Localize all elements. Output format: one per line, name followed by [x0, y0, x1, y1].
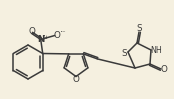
Text: ⁻: ⁻ [61, 30, 65, 37]
Text: O: O [160, 66, 167, 75]
Text: NH: NH [150, 46, 162, 55]
Text: O: O [53, 31, 60, 40]
Text: +: + [44, 35, 49, 40]
Text: ·: · [43, 32, 46, 41]
Text: ·: · [60, 29, 63, 38]
Text: N: N [37, 35, 44, 44]
Text: O: O [28, 27, 35, 36]
Text: S: S [136, 24, 142, 33]
Text: O: O [73, 75, 80, 83]
Text: S: S [121, 49, 127, 58]
